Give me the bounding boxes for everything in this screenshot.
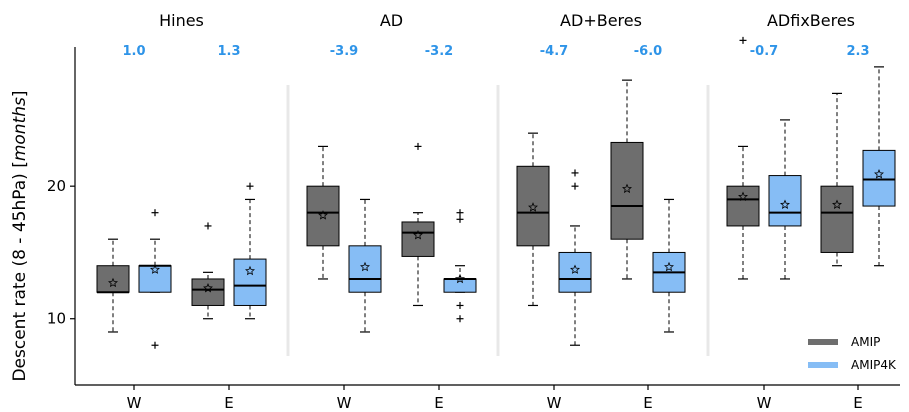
box-amip4k [862, 66, 896, 267]
x-tick-label: W [757, 394, 772, 412]
outlier-marker [456, 209, 464, 217]
mean-marker [622, 183, 632, 194]
y-axis-label-unit: months [10, 97, 30, 161]
mean-marker [108, 277, 118, 288]
box-amip4k [233, 182, 267, 320]
mean-marker [150, 264, 160, 274]
outlier-marker [456, 315, 464, 323]
box-iqr [401, 221, 435, 257]
difference-label: -0.7 [750, 44, 778, 59]
y-tick-label: 10 [47, 310, 66, 328]
box-iqr [862, 149, 896, 207]
panel-titles: Hines AD AD+Beres ADfixBeres [159, 11, 855, 30]
y-ticks: 10 20 [47, 177, 75, 328]
x-tick-label: W [547, 394, 562, 412]
panel-title: AD [380, 11, 403, 30]
box-iqr [768, 175, 802, 227]
outlier-marker [246, 182, 254, 190]
box-amip4k [138, 209, 172, 349]
box-amip4k [652, 198, 686, 333]
panel-title: ADfixBeres [767, 11, 855, 30]
y-axis-label-close: ] [10, 90, 30, 97]
y-axis-label-main: Descent rate (8 - 45hPa) [ [10, 161, 30, 381]
mean-marker [245, 265, 255, 276]
box-amip4k [443, 209, 477, 323]
box-amip [726, 36, 760, 280]
outlier-marker [204, 222, 212, 230]
box-iqr [306, 185, 340, 247]
difference-label: 1.0 [122, 44, 145, 59]
box-iqr [820, 185, 854, 253]
mean-marker [413, 229, 423, 240]
difference-label: -4.7 [540, 44, 568, 59]
box-amip [820, 92, 854, 267]
x-tick-label: E [434, 394, 443, 412]
box-amip [516, 132, 550, 307]
box-amip [191, 222, 225, 320]
x-tick-label: W [127, 394, 142, 412]
box-amip4k [768, 119, 802, 280]
mean-marker [455, 273, 465, 284]
mean-marker [203, 282, 213, 293]
panel-title: Hines [159, 11, 204, 30]
difference-label: -6.0 [634, 44, 662, 59]
box-amip [610, 79, 644, 280]
difference-label: 2.3 [846, 44, 869, 59]
mean-marker [874, 169, 884, 179]
difference-label: -3.9 [330, 44, 358, 59]
box-iqr [138, 265, 172, 293]
mean-marker [360, 261, 370, 272]
mean-marker [832, 199, 842, 209]
y-tick-label: 20 [47, 177, 66, 195]
box-plots [96, 36, 896, 349]
box-amip [96, 238, 130, 333]
box-amip [401, 142, 435, 307]
box-amip4k [558, 169, 592, 346]
mean-marker [528, 202, 538, 212]
legend-label-amip4k: AMIP4K [851, 358, 897, 372]
box-iqr [191, 278, 225, 306]
difference-label: -3.2 [425, 44, 453, 59]
axes [74, 47, 900, 386]
box-amip [306, 145, 340, 280]
legend: AMIP AMIP4K [808, 335, 897, 372]
outlier-marker [151, 341, 159, 349]
box-iqr [558, 251, 592, 293]
panel-title: AD+Beres [560, 11, 642, 30]
outlier-marker [571, 169, 579, 177]
mean-marker [570, 264, 580, 274]
mean-marker [664, 261, 674, 272]
mean-marker [738, 191, 748, 202]
mean-marker [318, 210, 328, 220]
x-tick-label: E [224, 394, 233, 412]
difference-label: 1.3 [217, 44, 240, 59]
x-tick-label: E [853, 394, 862, 412]
difference-labels: 1.0 1.3 -3.9 -3.2 -4.7 -6.0 -0.7 2.3 [122, 44, 869, 59]
outlier-marker [456, 301, 464, 309]
x-tick-label: E [643, 394, 652, 412]
outlier-marker [151, 209, 159, 217]
y-axis-label: Descent rate (8 - 45hPa) [months] [10, 90, 30, 381]
box-iqr [516, 165, 550, 247]
x-tick-label: W [337, 394, 352, 412]
legend-label-amip: AMIP [851, 335, 880, 349]
panel-dividers [286, 85, 710, 356]
outlier-marker [739, 36, 747, 44]
box-amip4k [348, 198, 382, 333]
outlier-marker [414, 142, 422, 150]
outlier-marker [456, 215, 464, 223]
mean-marker [780, 199, 790, 209]
outlier-marker [571, 182, 579, 190]
